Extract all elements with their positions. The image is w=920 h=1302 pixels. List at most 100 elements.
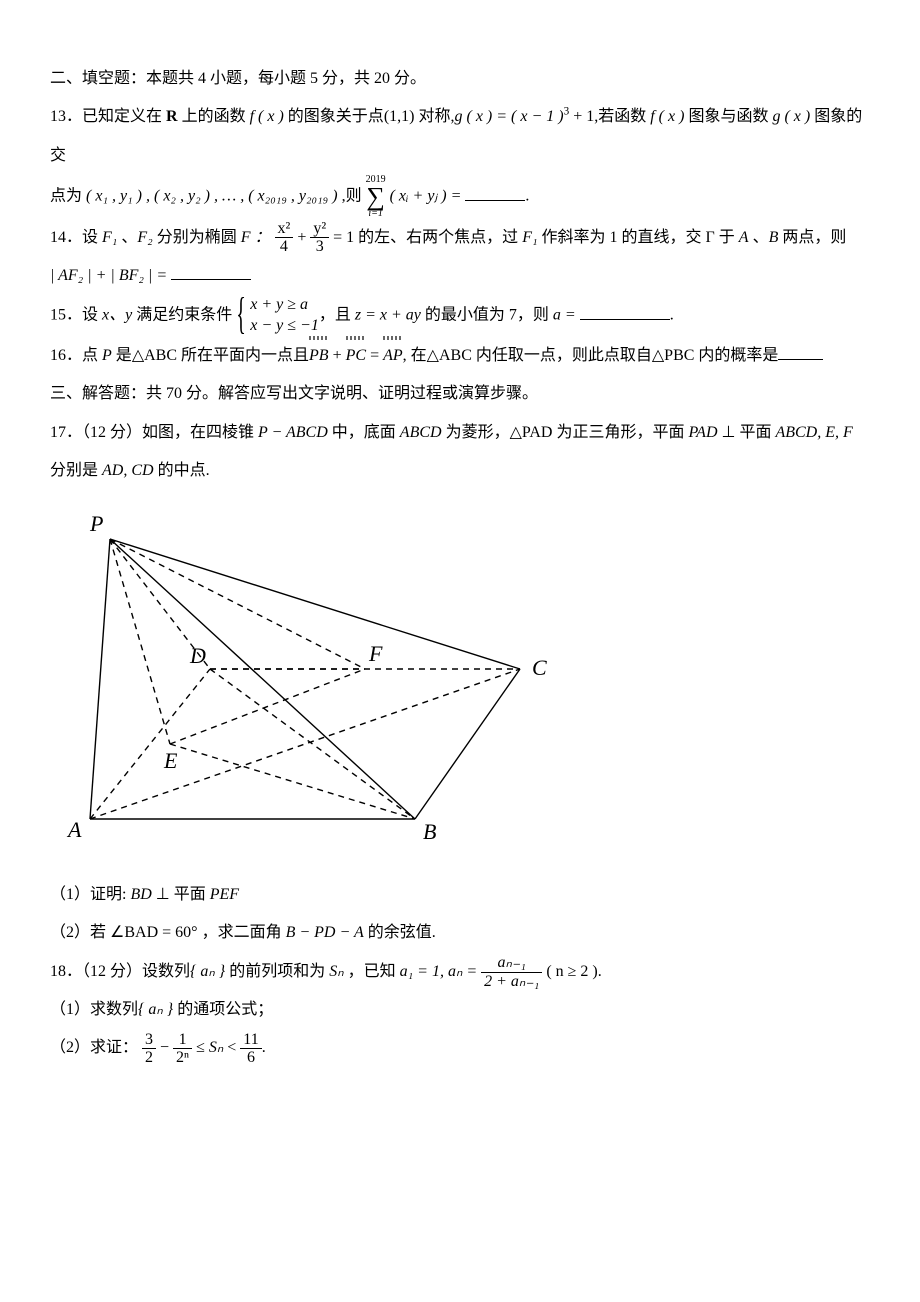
- q15-prefix: 15．设: [50, 307, 102, 324]
- q17-t4: 平面: [739, 424, 775, 441]
- q18-line1: 18．（12 分）设数列{ aₙ } 的前列项和为 Sₙ ，已知 a₁ = 1,…: [50, 953, 870, 991]
- q15-line: 15．设 x、y 满足约束条件 x + y ≥ a x − y ≤ −1 ，且 …: [50, 295, 870, 337]
- q18-f3: 116: [240, 1031, 261, 1067]
- q14-line2-expr: | AF₂ | + | BF₂ | =: [50, 267, 171, 284]
- q18-period2: .: [262, 1039, 266, 1056]
- edge-P-B: [110, 539, 415, 819]
- q16-tri: △ABC: [132, 347, 177, 364]
- q13-t3: 对称,: [414, 108, 454, 125]
- q17-t2: 为菱形，: [442, 424, 510, 441]
- q14-frac1-num: x²: [275, 220, 294, 239]
- figure-label-E: E: [163, 748, 178, 773]
- q18-sub1: （1）求数列{ aₙ } 的通项公式；: [50, 991, 870, 1029]
- q14-frac1: x²4: [275, 220, 294, 256]
- figure-label-C: C: [532, 655, 547, 680]
- q16-eq: =: [366, 347, 383, 364]
- q17-t3: 为正三角形，平面: [552, 424, 688, 441]
- q16-P: P: [102, 347, 112, 364]
- pyramid-figure: PABDCEF: [50, 509, 870, 864]
- q15-xy: x、y: [102, 307, 132, 324]
- q14-frac2: y²3: [310, 220, 329, 256]
- q18-sub2: （2）求证： 32 − 12ⁿ ≤ Sₙ < 116.: [50, 1029, 870, 1067]
- q14-line1: 14．设 F₁ 、F₂ 分别为椭圆 F ： x²4 + y²3 = 1 的左、右…: [50, 219, 870, 257]
- q14-t2: 的左、右两个焦点，过: [354, 229, 522, 246]
- q13-line2a: 点为: [50, 188, 86, 205]
- q13-line1: 13．已知定义在 R 上的函数 f ( x ) 的图象关于点(1,1) 对称,g…: [50, 98, 870, 175]
- q17-sub2a: （2）若: [50, 924, 110, 941]
- q14-plus: +: [297, 229, 310, 246]
- q15-t3: 的最小值为 7，则: [421, 307, 553, 324]
- q18-f2: 12ⁿ: [173, 1031, 192, 1067]
- q13-line2: 点为 ( x₁ , y₁ ) , ( x₂ , y₂ ) , … , ( x₂₀…: [50, 175, 870, 218]
- q18-sub1b: 的通项公式；: [173, 1001, 273, 1018]
- q15-row2: x − y ≤ −1: [250, 316, 319, 337]
- q17-line1: 17．（12 分）如图，在四棱锥 P − ABCD 中，底面 ABCD 为菱形，…: [50, 414, 870, 452]
- vector-PB: PB: [309, 337, 329, 375]
- q17-sub1-label: （1）证明:: [50, 886, 130, 903]
- q13-t1: 上的函数: [178, 108, 250, 125]
- q17-line2: 分别是 AD, CD 的中点.: [50, 452, 870, 490]
- q18-f2n: 1: [173, 1031, 192, 1050]
- q15-aeq: a =: [553, 307, 576, 324]
- q15-t1: 满足约束条件: [132, 307, 232, 324]
- edge-P-A: [90, 539, 110, 819]
- q14-F1: F₁: [102, 229, 117, 246]
- sigma-icon: ∑: [366, 185, 386, 208]
- q14-frac2-num: y²: [310, 220, 329, 239]
- figure-label-A: A: [66, 817, 82, 842]
- q17-pad2: PAD: [688, 424, 717, 441]
- q17-pabcd: P − ABCD: [258, 424, 328, 441]
- q14-prefix: 14．设: [50, 229, 102, 246]
- vector-PC: PC: [346, 337, 366, 375]
- q14-eq1: = 1: [333, 229, 354, 246]
- q13-sum-body: ( xᵢ + yⱼ ) =: [390, 188, 462, 205]
- q18-f1n: 3: [142, 1031, 156, 1050]
- q18-lt: <: [223, 1039, 240, 1056]
- q14-blank: [171, 263, 251, 280]
- edge-D-B: [210, 669, 415, 819]
- q15-system: x + y ≥ a x − y ≤ −1: [236, 295, 319, 337]
- q18-a1: a₁ = 1,: [400, 963, 444, 980]
- q13-gx2: g ( x ): [772, 108, 810, 125]
- q17-line2: 分别是: [50, 462, 102, 479]
- q13-period: .: [525, 188, 529, 205]
- q15-period: .: [670, 307, 674, 324]
- q13-fx2: f ( x ): [650, 108, 684, 125]
- q17-angle: ∠BAD = 60°: [110, 924, 198, 941]
- q16-t4: 内任取一点，则此点取自: [472, 347, 652, 364]
- edge-P-F: [110, 539, 365, 669]
- q18-frac-num: aₙ₋₁: [481, 954, 542, 973]
- q17-dihedral: B − PD − A: [286, 924, 364, 941]
- perp-icon-2: ⊥: [152, 886, 174, 903]
- q18-f1: 32: [142, 1031, 156, 1067]
- q17-sub2: （2）若 ∠BAD = 60° ，求二面角 B − PD − A 的余弦值.: [50, 914, 870, 952]
- q14-frac1-den: 4: [275, 238, 294, 256]
- edge-P-C: [110, 539, 520, 669]
- q14-F2: F₂: [137, 229, 152, 246]
- vector-AP: AP: [383, 337, 403, 375]
- q13-then: ,则: [338, 188, 362, 205]
- q16-t3: , 在: [403, 347, 427, 364]
- q17-pef: PEF: [210, 886, 239, 903]
- q16-plus: +: [329, 347, 346, 364]
- q18-sub2a: （2）求证：: [50, 1039, 138, 1056]
- q17-t1: 中，底面: [328, 424, 400, 441]
- q18-prefix: 18．（12 分）设数列: [50, 963, 190, 980]
- q14-frac2-den: 3: [310, 238, 329, 256]
- q18-le: ≤: [196, 1039, 209, 1056]
- section-3-heading: 三、解答题：共 70 分。解答应写出文字说明、证明过程或演算步骤。: [50, 375, 870, 413]
- q14-sep: 、: [117, 229, 137, 246]
- q13-plus1: + 1: [569, 108, 594, 125]
- q13-pts: ( x₁ , y₁ ) , ( x₂ , y₂ ) , … , ( x₂₀₁₉ …: [86, 188, 338, 205]
- q17-prefix: 17．（12 分）如图，在四棱锥: [50, 424, 258, 441]
- q18-an2: { aₙ }: [138, 1001, 173, 1018]
- q18-t2: ，已知: [344, 963, 400, 980]
- q16-tri2: △ABC: [427, 347, 472, 364]
- edge-E-B: [170, 744, 415, 819]
- sum-bot: i=1: [366, 209, 386, 219]
- figure-label-F: F: [368, 641, 383, 666]
- q18-frac-den: 2 + aₙ₋₁: [481, 973, 542, 991]
- q17-pad: △PAD: [510, 424, 553, 441]
- q15-t2: ，且: [319, 307, 355, 324]
- q17-sub2c: 的余弦值.: [364, 924, 436, 941]
